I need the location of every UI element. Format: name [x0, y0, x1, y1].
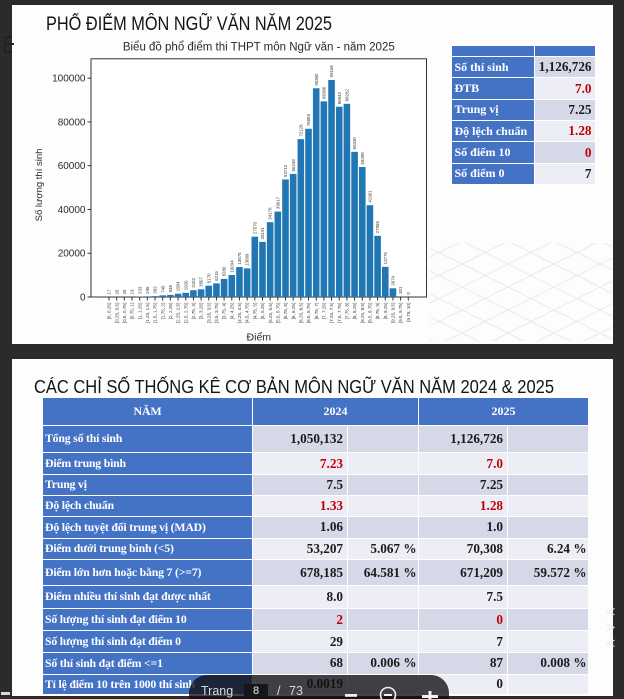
svg-text:86942: 86942: [337, 91, 342, 104]
svg-text:[3.25, 3.5): [3.25, 3.5): [206, 302, 211, 323]
svg-text:[8, 8.25): [8, 8.25): [352, 302, 357, 319]
svg-text:[9, 9.25): [9, 9.25): [383, 302, 388, 319]
svg-text:[4, 4.25): [4, 4.25): [229, 302, 234, 319]
svg-text:[7.5, 7.75): [7.5, 7.75): [337, 302, 342, 323]
svg-text:[8.5, 8.75): [8.5, 8.75): [368, 302, 373, 323]
svg-text:295: 295: [145, 286, 150, 294]
svg-text:3102: 3102: [191, 277, 196, 287]
svg-text:[2.5, 2.75): [2.5, 2.75): [183, 302, 188, 323]
svg-text:80000: 80000: [58, 117, 86, 128]
svg-text:[4.75, 5): [4.75, 5): [252, 302, 257, 319]
svg-text:56248: 56248: [291, 159, 296, 172]
svg-text:6215: 6215: [214, 271, 219, 281]
svg-text:[3, 3.25): [3, 3.25): [199, 302, 204, 319]
svg-text:[7.25, 7.5): [7.25, 7.5): [329, 302, 334, 323]
svg-text:[0.75, 1): [0.75, 1): [130, 302, 135, 319]
svg-text:[5.5, 5.75): [5.5, 5.75): [275, 302, 280, 323]
svg-text:[5.75, 6): [5.75, 6): [283, 302, 288, 319]
svg-text:53712: 53712: [283, 164, 288, 177]
svg-text:76859: 76859: [306, 114, 311, 127]
svg-text:[1, 1.25): [1, 1.25): [137, 302, 142, 319]
svg-text:34178: 34178: [268, 207, 273, 220]
svg-text:100000: 100000: [52, 74, 86, 85]
svg-text:[0.5, 0.75): [0.5, 0.75): [122, 302, 127, 323]
svg-text:[9.25, 9.5): [9.25, 9.5): [391, 302, 396, 323]
svg-text:99168: 99168: [329, 65, 334, 78]
svg-text:20000: 20000: [58, 249, 86, 260]
svg-text:392: 392: [153, 286, 158, 294]
svg-text:[5.25, 5.5): [5.25, 5.5): [268, 302, 273, 323]
svg-text:0: 0: [406, 292, 411, 295]
svg-text:13089: 13089: [245, 253, 250, 266]
svg-text:[1.25, 1.5): [1.25, 1.5): [145, 302, 150, 323]
svg-text:25: 25: [122, 289, 127, 294]
svg-text:3507: 3507: [199, 276, 204, 286]
svg-text:[4.5, 4.75): [4.5, 4.75): [245, 302, 250, 323]
svg-text:13776: 13776: [383, 252, 388, 265]
svg-text:[7, 7.25): [7, 7.25): [321, 302, 326, 319]
svg-text:[9.5, 9.75): [9.5, 9.75): [398, 302, 403, 323]
svg-text:40000: 40000: [58, 205, 86, 216]
svg-text:Điểm: Điểm: [247, 332, 272, 344]
svg-text:27955: 27955: [375, 221, 380, 234]
svg-text:26: 26: [114, 289, 119, 294]
svg-text:[2, 2.25): [2, 2.25): [168, 302, 173, 319]
svg-text:17: 17: [107, 289, 112, 294]
svg-text:Biểu đồ phổ điểm thi THPT môn: Biểu đồ phổ điểm thi THPT môn Ngữ văn - …: [123, 42, 395, 54]
svg-text:88262: 88262: [344, 89, 349, 102]
svg-text:[6.5, 6.75): [6.5, 6.75): [306, 302, 311, 323]
svg-text:[3.75, 4): [3.75, 4): [222, 302, 227, 319]
svg-text:25191: 25191: [260, 227, 265, 240]
svg-text:745: 745: [160, 285, 165, 293]
svg-text:[4.25, 4.5): [4.25, 4.5): [237, 302, 242, 323]
svg-text:0: 0: [80, 293, 86, 304]
svg-text:59398: 59398: [360, 152, 365, 165]
svg-text:[1.75, 2): [1.75, 2): [160, 302, 165, 319]
svg-text:301: 301: [398, 286, 403, 294]
svg-text:[3.5, 3.75): [3.5, 3.75): [214, 302, 219, 323]
svg-text:[9.75, 10): [9.75, 10): [406, 302, 411, 322]
svg-text:[6.25, 6.5): [6.25, 6.5): [298, 302, 303, 323]
svg-text:5170: 5170: [206, 273, 211, 283]
svg-text:72128: 72128: [298, 124, 303, 137]
svg-text:[1.5, 1.75): [1.5, 1.75): [153, 302, 158, 323]
svg-text:[2.75, 3): [2.75, 3): [191, 302, 196, 319]
svg-text:[2.25, 2.5): [2.25, 2.5): [176, 302, 181, 323]
svg-text:41961: 41961: [368, 190, 373, 203]
svg-text:[6, 6.25): [6, 6.25): [291, 302, 296, 319]
svg-text:[0.25, 0.5): [0.25, 0.5): [114, 302, 119, 323]
svg-text:13675: 13675: [237, 252, 242, 265]
svg-text:[5, 5.25): [5, 5.25): [260, 302, 265, 319]
svg-text:19: 19: [130, 289, 135, 294]
svg-text:[7.75, 8): [7.75, 8): [344, 302, 349, 319]
svg-text:66330: 66330: [352, 137, 357, 150]
svg-text:95380: 95380: [314, 73, 319, 86]
svg-text:60000: 60000: [58, 161, 86, 172]
svg-text:233: 233: [137, 286, 142, 294]
svg-text:[6.75, 7): [6.75, 7): [314, 302, 319, 319]
svg-text:948: 948: [168, 285, 173, 293]
svg-text:89380: 89380: [321, 86, 326, 99]
svg-text:39017: 39017: [275, 196, 280, 209]
svg-text:8280: 8280: [222, 266, 227, 276]
svg-text:10034: 10034: [229, 260, 234, 273]
svg-text:27570: 27570: [252, 221, 257, 234]
svg-text:[8.75, 9): [8.75, 9): [375, 302, 380, 319]
svg-text:[0, 0.25): [0, 0.25): [107, 302, 112, 319]
svg-text:[8.25, 8.5): [8.25, 8.5): [360, 302, 365, 323]
svg-text:1504: 1504: [176, 281, 181, 291]
svg-text:3974: 3974: [391, 275, 396, 285]
svg-text:Số lượng thí sinh: Số lượng thí sinh: [34, 149, 45, 222]
svg-text:1920: 1920: [183, 280, 188, 290]
